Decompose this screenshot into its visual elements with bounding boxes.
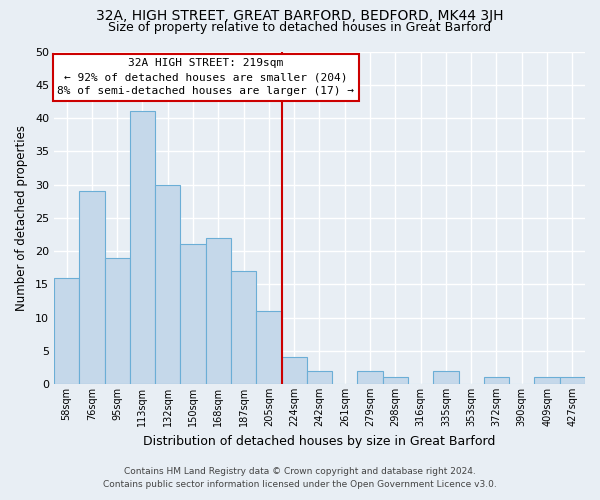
Bar [206, 238, 231, 384]
Bar [535, 378, 560, 384]
X-axis label: Distribution of detached houses by size in Great Barford: Distribution of detached houses by size … [143, 434, 496, 448]
Text: Contains HM Land Registry data © Crown copyright and database right 2024.
Contai: Contains HM Land Registry data © Crown c… [103, 467, 497, 489]
Bar [307, 370, 332, 384]
Bar [433, 370, 458, 384]
Bar [383, 378, 408, 384]
Bar [256, 311, 281, 384]
Bar [484, 378, 509, 384]
Text: 32A, HIGH STREET, GREAT BARFORD, BEDFORD, MK44 3JH: 32A, HIGH STREET, GREAT BARFORD, BEDFORD… [96, 9, 504, 23]
Bar [231, 271, 256, 384]
Bar [358, 370, 383, 384]
Bar [281, 358, 307, 384]
Bar [79, 191, 104, 384]
Bar [560, 378, 585, 384]
Bar [181, 244, 206, 384]
Bar [130, 112, 155, 384]
Text: 32A HIGH STREET: 219sqm
← 92% of detached houses are smaller (204)
8% of semi-de: 32A HIGH STREET: 219sqm ← 92% of detache… [57, 58, 354, 96]
Bar [54, 278, 79, 384]
Y-axis label: Number of detached properties: Number of detached properties [15, 125, 28, 311]
Text: Size of property relative to detached houses in Great Barford: Size of property relative to detached ho… [109, 21, 491, 34]
Bar [104, 258, 130, 384]
Bar [155, 184, 181, 384]
